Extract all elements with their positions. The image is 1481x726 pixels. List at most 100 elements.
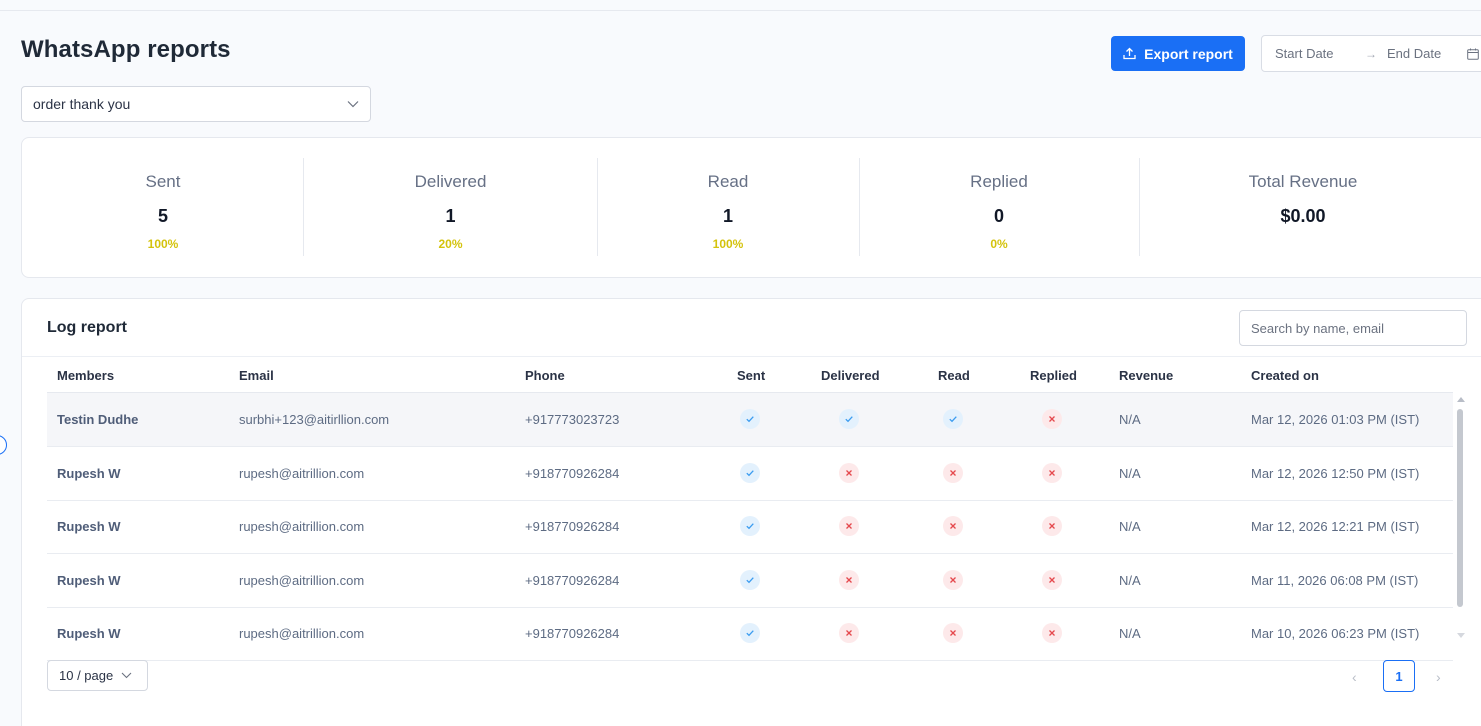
stat-delivered-value: 1	[445, 206, 456, 226]
delivered-cross-icon	[839, 463, 859, 483]
stat-read-percent: 100%	[712, 237, 744, 251]
revenue-value: N/A	[1119, 573, 1141, 588]
chevron-down-icon	[121, 672, 132, 679]
read-cross-icon	[943, 463, 963, 483]
member-email: rupesh@aitrillion.com	[239, 626, 365, 641]
search-input[interactable]	[1239, 310, 1467, 346]
column-revenue[interactable]: Revenue	[1119, 368, 1174, 383]
table-header: Members Email Phone Sent Delivered Read …	[47, 357, 1453, 393]
revenue-value: N/A	[1119, 519, 1141, 534]
member-phone: +918770926284	[525, 466, 620, 481]
stat-divider	[1139, 158, 1140, 256]
page-1-button[interactable]: 1	[1383, 660, 1415, 692]
member-name[interactable]: Testin Dudhe	[57, 412, 139, 427]
scrollbar-thumb[interactable]	[1457, 409, 1463, 607]
created-on-value: Mar 12, 2026 01:03 PM (IST)	[1251, 412, 1420, 427]
scroll-up-icon[interactable]	[1457, 397, 1465, 402]
column-read[interactable]: Read	[938, 368, 970, 383]
stat-revenue-value: $0.00	[1280, 206, 1326, 226]
header-divider	[22, 356, 1481, 357]
scroll-down-icon[interactable]	[1457, 633, 1465, 638]
table-scrollbar[interactable]	[1453, 393, 1467, 641]
delivered-cross-icon	[839, 623, 859, 643]
sent-check-icon	[740, 623, 760, 643]
page-size-select[interactable]: 10 / page	[47, 660, 148, 691]
log-report-title: Log report	[47, 319, 127, 336]
member-email: surbhi+123@aitirllion.com	[239, 412, 390, 427]
upload-icon	[1123, 47, 1136, 60]
column-phone[interactable]: Phone	[525, 368, 565, 383]
start-date-input[interactable]: Start Date	[1275, 46, 1334, 61]
member-name[interactable]: Rupesh W	[57, 519, 121, 534]
table-row[interactable]: Rupesh W rupesh@aitrillion.com +9187709262…	[47, 500, 1453, 554]
member-name[interactable]: Rupesh W	[57, 466, 121, 481]
table-row[interactable]: Rupesh W rupesh@aitrillion.com +9187709262…	[47, 554, 1453, 608]
end-date-input[interactable]: End Date	[1387, 46, 1442, 61]
top-divider	[0, 10, 1481, 11]
sent-check-icon	[740, 409, 760, 429]
prev-page-button[interactable]: ‹	[1352, 669, 1357, 685]
read-check-icon	[943, 409, 963, 429]
revenue-value: N/A	[1119, 412, 1141, 427]
export-report-button[interactable]: Export report	[1111, 36, 1245, 71]
column-sent[interactable]: Sent	[737, 368, 766, 383]
next-page-button[interactable]: ›	[1436, 669, 1441, 685]
table-row[interactable]: Testin Dudhe surbhi+123@aitirllion.com +91…	[47, 393, 1453, 447]
column-members[interactable]: Members	[57, 368, 115, 383]
stat-sent-percent: 100%	[147, 237, 179, 251]
sent-check-icon	[740, 570, 760, 590]
stat-total-revenue: Total Revenue $0.00	[1139, 158, 1467, 256]
read-cross-icon	[943, 516, 963, 536]
sent-check-icon	[740, 516, 760, 536]
member-email: rupesh@aitrillion.com	[239, 573, 365, 588]
delivered-cross-icon	[839, 570, 859, 590]
read-cross-icon	[943, 623, 963, 643]
delivered-cross-icon	[839, 516, 859, 536]
stat-sent: Sent 5 100%	[22, 158, 304, 256]
created-on-value: Mar 11, 2026 06:08 PM (IST)	[1251, 573, 1419, 588]
stat-sent-label: Sent	[145, 172, 181, 191]
created-on-value: Mar 10, 2026 06:23 PM (IST)	[1251, 626, 1420, 641]
delivered-check-icon	[839, 409, 859, 429]
stat-delivered: Delivered 1 20%	[304, 158, 597, 256]
member-phone: +918770926284	[525, 626, 620, 641]
stat-delivered-label: Delivered	[414, 172, 487, 191]
created-on-value: Mar 12, 2026 12:50 PM (IST)	[1251, 466, 1420, 481]
template-select-value: order thank you	[33, 96, 131, 112]
page-size-value: 10 / page	[59, 668, 114, 683]
stat-revenue-label: Total Revenue	[1248, 172, 1358, 191]
table-row[interactable]: Rupesh W rupesh@aitrillion.com +9187709262…	[47, 447, 1453, 501]
member-email: rupesh@aitrillion.com	[239, 519, 365, 534]
replied-cross-icon	[1042, 409, 1062, 429]
member-name[interactable]: Rupesh W	[57, 573, 121, 588]
column-replied[interactable]: Replied	[1030, 368, 1077, 383]
page-title: WhatsApp reports	[21, 36, 231, 63]
arrow-right-icon: →	[1365, 46, 1377, 61]
date-range-picker[interactable]: Start Date → End Date	[1261, 35, 1481, 72]
member-name[interactable]: Rupesh W	[57, 626, 121, 641]
column-delivered[interactable]: Delivered	[821, 368, 880, 383]
replied-cross-icon	[1042, 570, 1062, 590]
export-report-label: Export report	[1144, 45, 1233, 62]
stat-replied: Replied 0 0%	[859, 158, 1139, 256]
column-created-on[interactable]: Created on	[1251, 368, 1319, 383]
stat-divider	[859, 158, 860, 256]
stat-divider	[597, 158, 598, 256]
member-phone: +918770926284	[525, 519, 620, 534]
revenue-value: N/A	[1119, 466, 1141, 481]
stat-sent-value: 5	[157, 206, 168, 226]
stat-divider	[303, 158, 304, 256]
table-row[interactable]: Rupesh W rupesh@aitrillion.com +9187709262…	[47, 607, 1453, 661]
stat-replied-value: 0	[993, 206, 1004, 226]
sidebar-toggle-button[interactable]	[0, 435, 7, 455]
stat-replied-label: Replied	[970, 172, 1028, 191]
sent-check-icon	[740, 463, 760, 483]
chevron-down-icon	[347, 101, 359, 108]
member-email: rupesh@aitrillion.com	[239, 466, 365, 481]
stat-read: Read 1 100%	[597, 158, 859, 256]
stat-delivered-percent: 20%	[438, 237, 463, 251]
read-cross-icon	[943, 570, 963, 590]
template-select[interactable]: order thank you	[21, 86, 371, 122]
column-email[interactable]: Email	[239, 368, 274, 383]
stat-read-label: Read	[707, 172, 749, 191]
